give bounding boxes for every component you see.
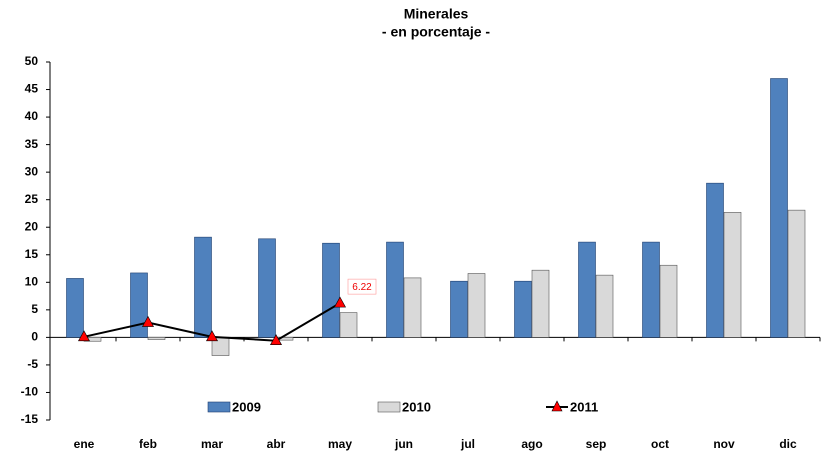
y-tick-label: 0 [31, 330, 38, 344]
bar [467, 273, 486, 338]
x-tick-label: mar [201, 437, 223, 451]
bar [194, 236, 212, 338]
marker [333, 296, 347, 308]
y-tick-label: 40 [25, 109, 39, 123]
bar [147, 337, 166, 340]
legend-label: 2009 [232, 399, 261, 414]
bar [531, 269, 550, 338]
chart-subtitle: - en porcentaje - [382, 24, 490, 40]
bar [642, 241, 660, 338]
y-tick-label: 45 [25, 82, 39, 96]
marker [205, 330, 219, 342]
x-tick-label: jun [394, 437, 413, 451]
y-tick-label: 10 [25, 274, 39, 288]
bar [322, 242, 340, 338]
marker [269, 334, 283, 345]
y-tick-label: 5 [31, 302, 38, 316]
bar [130, 272, 148, 338]
x-tick-label: feb [139, 437, 157, 451]
bar [66, 278, 84, 338]
x-tick-label: oct [651, 437, 669, 451]
y-tick-label: 30 [25, 164, 39, 178]
y-tick-label: 50 [25, 54, 39, 68]
bar [386, 241, 404, 338]
legend-swatch [377, 401, 401, 413]
bar [706, 182, 724, 338]
x-tick-label: ene [74, 437, 95, 451]
bar [595, 274, 614, 338]
y-tick-label: -10 [21, 385, 39, 399]
x-tick-label: may [328, 437, 352, 451]
y-tick-label: 15 [25, 247, 39, 261]
y-tick-label: 20 [25, 219, 39, 233]
bar [723, 212, 742, 338]
bar [339, 312, 358, 338]
y-tick-label: 25 [25, 192, 39, 206]
legend-swatch [207, 401, 231, 413]
marker [77, 330, 91, 342]
bar [514, 280, 532, 338]
bar [787, 209, 806, 338]
bar [770, 78, 788, 338]
x-tick-label: dic [779, 437, 797, 451]
data-label: 6.22 [352, 282, 372, 293]
data-label-box [347, 278, 377, 295]
bar [659, 264, 678, 338]
x-tick-label: abr [267, 437, 286, 451]
x-tick-label: nov [713, 437, 735, 451]
bar [578, 241, 596, 338]
x-tick-label: sep [586, 437, 607, 451]
y-tick-label: 35 [25, 137, 39, 151]
x-tick-label: ago [521, 437, 542, 451]
y-tick-label: -5 [27, 357, 38, 371]
x-tick-label: jul [460, 437, 475, 451]
marker [141, 315, 155, 327]
legend-label: 2011 [570, 399, 598, 414]
bar [450, 280, 468, 338]
legend-marker [551, 400, 563, 412]
bar [258, 238, 276, 338]
y-tick-label: -15 [21, 412, 39, 426]
chart-title: Minerales [404, 6, 469, 22]
legend-label: 2010 [402, 399, 431, 414]
bar [403, 277, 422, 338]
